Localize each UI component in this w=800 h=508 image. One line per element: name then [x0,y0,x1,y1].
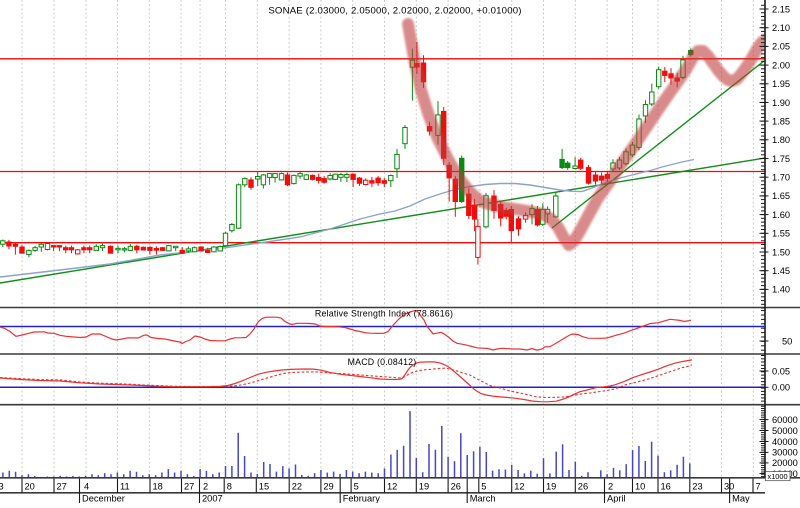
svg-text:2.00: 2.00 [772,60,790,70]
svg-text:1.60: 1.60 [772,210,790,220]
svg-text:April: April [607,494,626,504]
svg-text:4: 4 [84,482,89,492]
svg-text:23: 23 [692,482,702,492]
svg-text:30: 30 [724,482,734,492]
svg-text:60000: 60000 [772,415,798,425]
svg-text:18: 18 [153,482,163,492]
svg-text:2: 2 [203,482,208,492]
svg-text:5: 5 [354,482,359,492]
svg-text:1.70: 1.70 [772,173,790,183]
svg-text:MACD (0.08412): MACD (0.08412) [348,357,417,367]
svg-text:0.05: 0.05 [772,366,790,376]
svg-text:5: 5 [481,482,486,492]
svg-text:12: 12 [514,482,524,492]
svg-text:19: 19 [546,482,556,492]
svg-text:19: 19 [419,482,429,492]
svg-text:1.65: 1.65 [772,191,790,201]
svg-text:x1000: x1000 [768,472,788,481]
svg-text:December: December [82,494,125,504]
svg-text:40000: 40000 [772,437,798,447]
svg-text:March: March [470,494,496,504]
svg-text:0.00: 0.00 [772,383,790,393]
svg-text:27: 27 [57,482,67,492]
svg-text:30000: 30000 [772,448,798,458]
svg-text:Relative Strength Index (78.86: Relative Strength Index (78.8616) [315,309,453,319]
svg-text:February: February [343,494,381,504]
svg-text:2.10: 2.10 [772,23,790,33]
svg-text:2.15: 2.15 [772,4,790,14]
svg-text:1.45: 1.45 [772,266,790,276]
svg-text:1.75: 1.75 [772,154,790,164]
svg-text:26: 26 [451,482,461,492]
svg-text:7: 7 [756,482,761,492]
svg-text:11: 11 [120,482,130,492]
svg-text:20000: 20000 [772,458,798,468]
svg-text:1.80: 1.80 [772,135,790,145]
svg-text:50: 50 [782,336,792,346]
svg-text:1.95: 1.95 [772,79,790,89]
svg-text:1.85: 1.85 [772,116,790,126]
svg-text:1.50: 1.50 [772,247,790,257]
svg-text:May: May [732,494,750,504]
svg-text:27: 27 [184,482,194,492]
svg-text:2007: 2007 [202,494,223,504]
svg-text:2.05: 2.05 [772,42,790,52]
svg-text:8: 8 [227,482,232,492]
svg-text:3: 3 [0,482,4,492]
svg-text:1.40: 1.40 [772,285,790,295]
svg-text:15: 15 [259,482,269,492]
svg-text:50000: 50000 [772,426,798,436]
svg-text:1.90: 1.90 [772,98,790,108]
svg-text:2: 2 [608,482,613,492]
svg-text:16: 16 [661,482,671,492]
svg-text:SONAE (2.03000, 2.05000, 2.020: SONAE (2.03000, 2.05000, 2.02000, 2.0200… [268,6,521,17]
svg-text:10: 10 [635,482,645,492]
svg-text:22: 22 [292,482,302,492]
svg-text:26: 26 [578,482,588,492]
svg-text:29: 29 [323,482,333,492]
svg-text:20: 20 [25,482,35,492]
svg-text:12: 12 [387,482,397,492]
svg-text:1.55: 1.55 [772,229,790,239]
